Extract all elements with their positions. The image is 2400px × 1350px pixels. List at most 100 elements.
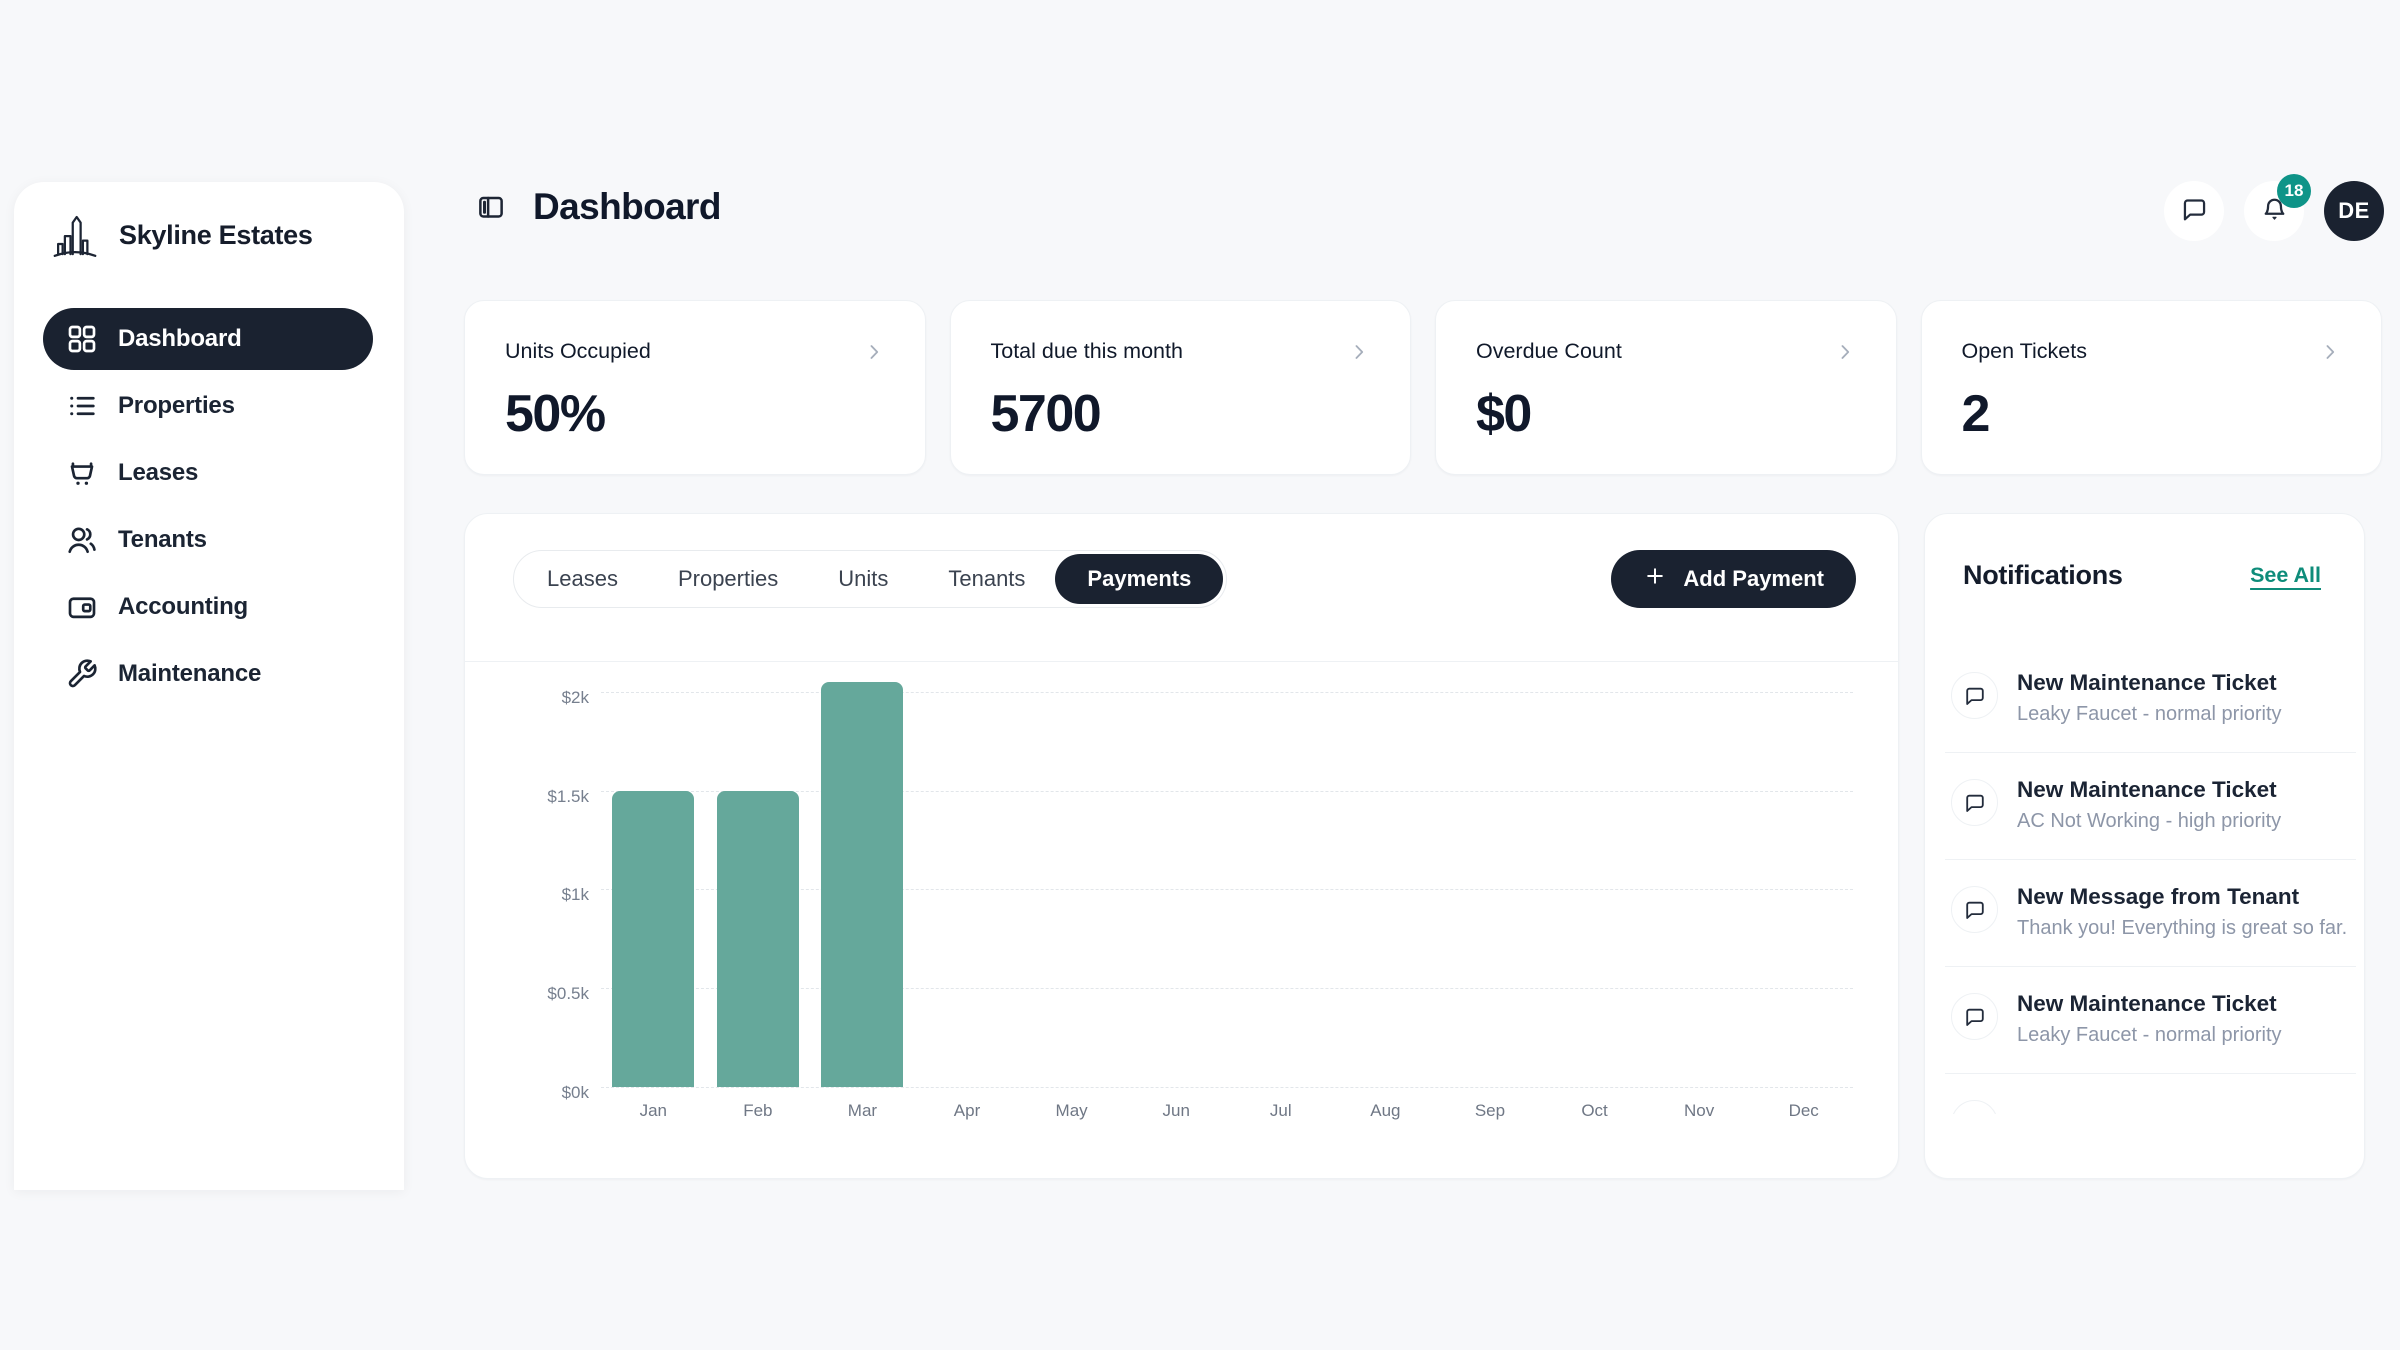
chevron-right-icon	[863, 341, 885, 363]
sidebar-item-maintenance[interactable]: Maintenance	[43, 643, 373, 705]
plus-icon	[1643, 564, 1667, 594]
notification-subtitle: Leaky Faucet - normal priority	[2017, 703, 2282, 725]
chevron-right-icon	[1834, 341, 1856, 363]
notification-item[interactable]: New Maintenance Ticket Leaky Faucet - nor…	[1945, 646, 2356, 753]
bar-jan	[612, 790, 695, 1087]
sidebar-item-properties[interactable]: Properties	[43, 375, 373, 437]
notifications-panel: Notifications See All New Maintenance Ti…	[1924, 513, 2365, 1179]
x-axis-tick: Apr	[953, 1101, 981, 1120]
stat-value: 5700	[990, 385, 1102, 443]
x-axis-tick: Mar	[847, 1101, 878, 1120]
tab-properties[interactable]: Properties	[648, 554, 808, 604]
chat-bubble-icon	[2181, 196, 2208, 226]
messages-button[interactable]	[2164, 181, 2224, 241]
users-icon	[66, 524, 98, 556]
notifications-list: New Maintenance Ticket Leaky Faucet - nor…	[1925, 646, 2364, 1114]
payments-bar-chart: $0k $0.5k $1k $1.5k $2k Jan Feb Mar Apr May Jun Jul…	[547, 682, 1856, 1120]
chevron-right-icon	[1348, 341, 1370, 363]
notification-title: New Message from Tenant	[2017, 884, 2300, 909]
bar-feb	[716, 790, 799, 1087]
stat-value: 2	[1961, 385, 1991, 443]
y-axis-tick: $1.5k	[547, 786, 589, 806]
notification-subtitle: Thank you! Everything is great so far.	[2017, 917, 2348, 939]
notification-title: New Maintenance Ticket	[2017, 777, 2277, 802]
chat-bubble-icon	[1951, 886, 1998, 933]
x-axis-tick: Nov	[1684, 1101, 1715, 1120]
brand-name: Skyline Estates	[119, 219, 313, 250]
stat-label: Open Tickets	[1961, 339, 2087, 363]
sidebar-item-label: Dashboard	[118, 325, 242, 352]
sidebar-item-dashboard[interactable]: Dashboard	[43, 308, 373, 370]
stat-value: 50%	[505, 385, 606, 443]
sidebar-item-label: Maintenance	[118, 660, 262, 687]
see-all-link[interactable]: See All	[2250, 563, 2321, 587]
x-axis-tick: Sep	[1474, 1101, 1506, 1120]
x-axis-tick: Oct	[1581, 1101, 1608, 1120]
gridline	[601, 691, 1853, 693]
cart-icon	[66, 457, 98, 489]
sidebar-item-label: Leases	[118, 459, 199, 486]
chat-bubble-icon	[1951, 1100, 1998, 1114]
x-axis-tick: Jun	[1162, 1101, 1190, 1120]
y-axis-tick: $1k	[561, 885, 589, 905]
tab-payments[interactable]: Payments	[1055, 554, 1224, 604]
notification-title: New Maintenance Ticket	[2017, 670, 2277, 695]
tab-units[interactable]: Units	[808, 554, 918, 604]
sidebar-nav: Dashboard Properties Leases Tenants Accounti…	[14, 308, 404, 705]
tab-tenants[interactable]: Tenants	[918, 554, 1055, 604]
sidebar-toggle-button[interactable]	[476, 192, 506, 222]
gridline	[601, 889, 1853, 891]
payments-panel: Leases Properties Units Tenants Payments Add…	[464, 513, 1899, 1179]
stat-card-units-occupied[interactable]: Units Occupied 50%	[464, 300, 926, 475]
bar-mar	[821, 682, 904, 1087]
x-axis-tick: Feb	[743, 1101, 773, 1120]
x-axis-tick: Aug	[1370, 1101, 1401, 1120]
notification-subtitle: AC Not Working - high priority	[2017, 810, 2282, 832]
gridline	[601, 1087, 1853, 1088]
user-avatar[interactable]: DE	[2324, 181, 2384, 241]
chat-bubble-icon	[1951, 779, 1998, 826]
stat-label: Overdue Count	[1476, 339, 1622, 363]
notification-item[interactable]: New Message from Tenant Thank you! Everyt…	[1945, 860, 2356, 967]
y-axis-tick: $0.5k	[547, 984, 589, 1004]
brand: Skyline Estates	[14, 182, 404, 262]
sidebar-item-leases[interactable]: Leases	[43, 442, 373, 504]
sidebar-item-label: Tenants	[118, 526, 207, 553]
y-axis-tick: $0k	[561, 1083, 589, 1102]
chevron-right-icon	[2319, 341, 2341, 363]
notification-count-badge: 18	[2277, 174, 2311, 208]
stat-card-total-due-this-month[interactable]: Total due this month 5700	[949, 300, 1411, 475]
add-payment-button[interactable]: Add Payment	[1611, 550, 1856, 608]
wrench-icon	[66, 658, 98, 690]
stat-label: Units Occupied	[505, 339, 651, 363]
bell-icon	[2261, 196, 2288, 226]
notification-item-partial[interactable]	[1945, 1074, 2356, 1114]
notifications-title: Notifications	[1963, 560, 2123, 590]
x-axis-tick: Jan	[639, 1101, 667, 1120]
sidebar-item-tenants[interactable]: Tenants	[43, 509, 373, 571]
stat-cards-row: Units Occupied 50% Total due this month 570…	[464, 300, 2382, 475]
stat-value: $0	[1476, 385, 1532, 443]
page-title: Dashboard	[533, 186, 721, 227]
header-actions: 18 DE	[2164, 174, 2384, 241]
stat-card-overdue-count[interactable]: Overdue Count $0	[1435, 300, 1897, 475]
panel-divider	[465, 661, 1898, 662]
notification-subtitle: Leaky Faucet - normal priority	[2017, 1024, 2282, 1046]
notification-item[interactable]: New Maintenance Ticket AC Not Working - h…	[1945, 753, 2356, 860]
stat-card-open-tickets[interactable]: Open Tickets 2	[1920, 300, 2382, 475]
sidebar-item-accounting[interactable]: Accounting	[43, 576, 373, 638]
sidebar-item-label: Accounting	[118, 593, 248, 620]
gridline	[601, 790, 1853, 792]
notification-item[interactable]: New Maintenance Ticket Leaky Faucet - nor…	[1945, 967, 2356, 1074]
wallet-icon	[66, 591, 98, 623]
notifications-button[interactable]: 18	[2244, 174, 2311, 241]
x-axis-tick: Dec	[1788, 1101, 1819, 1120]
chat-bubble-icon	[1951, 993, 1998, 1040]
tab-leases[interactable]: Leases	[517, 554, 648, 604]
y-axis-tick: $2k	[561, 687, 589, 707]
gridline	[601, 988, 1853, 990]
notification-title: New Maintenance Ticket	[2017, 991, 2277, 1016]
x-axis-tick: May	[1055, 1101, 1088, 1120]
grid-icon	[66, 323, 98, 355]
